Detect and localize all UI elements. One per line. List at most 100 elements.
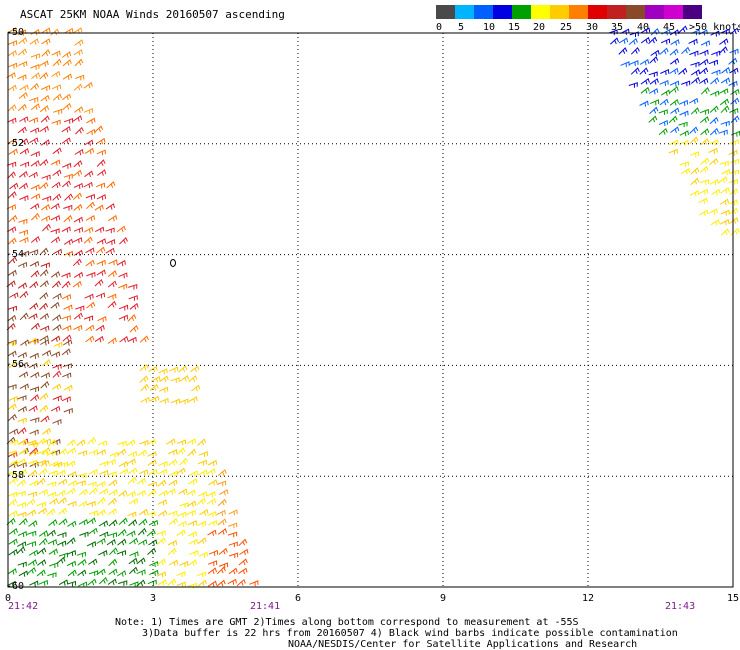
wind-barb [6,580,17,587]
wind-barb [76,439,86,446]
wind-barb [27,459,38,466]
wind-barb [689,126,699,134]
wind-barb [9,182,19,190]
wind-barb [17,469,27,476]
wind-barb [72,280,82,288]
wind-barb [118,517,128,525]
wind-barb [108,519,118,527]
wind-barb [29,38,39,45]
wind-barb [63,407,73,414]
x-tick-label: 12 [582,593,595,604]
wind-barb [72,115,83,122]
wind-barb [128,519,138,527]
wind-barb [720,228,730,236]
wind-barb [50,215,61,222]
wind-barb [669,86,679,93]
wind-barb [136,569,146,576]
wind-barb [52,93,62,101]
wind-barb [206,468,216,475]
wind-barb [19,383,29,390]
wind-barb [77,569,87,577]
wind-barb [129,325,139,333]
wind-barb [119,335,129,343]
wind-barb [85,193,95,200]
wind-barb [49,562,59,569]
wind-barb [136,557,146,565]
wind-barb [67,520,77,528]
wind-barb [39,404,49,413]
wind-barb [99,460,109,467]
wind-barb [729,67,739,75]
wind-barb [168,470,179,477]
wind-barb [659,79,669,86]
wind-barb [728,80,738,87]
wind-barb [51,280,61,288]
wind-barb [50,28,60,36]
wind-barb [699,77,709,85]
wind-barb [167,449,178,456]
wind-barb [158,368,168,375]
wind-barb [176,467,186,475]
wind-barb [29,96,39,103]
wind-barb [29,137,39,144]
wind-barb [36,459,46,466]
wind-barb [51,335,61,342]
x-tick-label: 6 [295,593,302,604]
wind-barb [38,530,49,537]
wind-barb [62,102,72,111]
y-tick-label: -56 [6,359,25,371]
wind-barb [50,159,61,166]
wind-barb [47,439,57,447]
wind-barb [52,370,62,378]
wind-barb [39,269,49,277]
wind-barb [19,195,29,202]
wind-barb [48,470,58,477]
note-line-2: 3)Data buffer is 22 hrs from 20160507 4)… [142,628,678,639]
legend-label: 5 [458,22,465,33]
wind-barb [52,293,62,300]
wind-barb [106,239,116,246]
wind-barb [128,467,138,475]
wind-barb [176,529,186,537]
wind-barb [149,395,160,402]
wind-barb [27,530,37,537]
wind-barb [73,83,83,91]
wind-barb [218,547,228,555]
wind-barb [8,360,18,368]
wind-barb [62,325,72,332]
wind-barb [630,46,640,55]
wind-barb [719,88,729,95]
wind-barb [40,115,50,123]
wind-barb [38,449,48,456]
wind-barb [94,204,104,211]
wind-barb [17,461,27,468]
wind-barb [649,99,660,106]
wind-barb [639,58,650,66]
wind-barb [28,362,38,369]
wind-barb [688,38,698,45]
wind-barb [41,349,52,357]
wind-barb [66,487,76,495]
wind-barb [77,450,88,457]
wind-barb [700,87,710,95]
legend-label: 25 [560,22,573,33]
wind-barb [85,324,95,332]
wind-barb [159,397,169,404]
wind-barb [109,547,118,555]
wind-barb [188,396,198,403]
wind-barb [83,81,93,89]
wind-barb [620,61,630,68]
wind-barb [730,115,740,123]
wind-barb [48,497,59,505]
wind-barb [56,556,66,564]
wind-barb [227,578,237,585]
wind-barb [73,312,83,320]
wind-barb [720,105,730,114]
wind-barb [19,312,29,321]
wind-barb [86,128,96,136]
wind-barb [30,82,40,91]
wind-barb [156,558,166,566]
wind-barb [136,579,146,587]
wind-barb [138,508,149,516]
wind-barb [83,181,93,189]
